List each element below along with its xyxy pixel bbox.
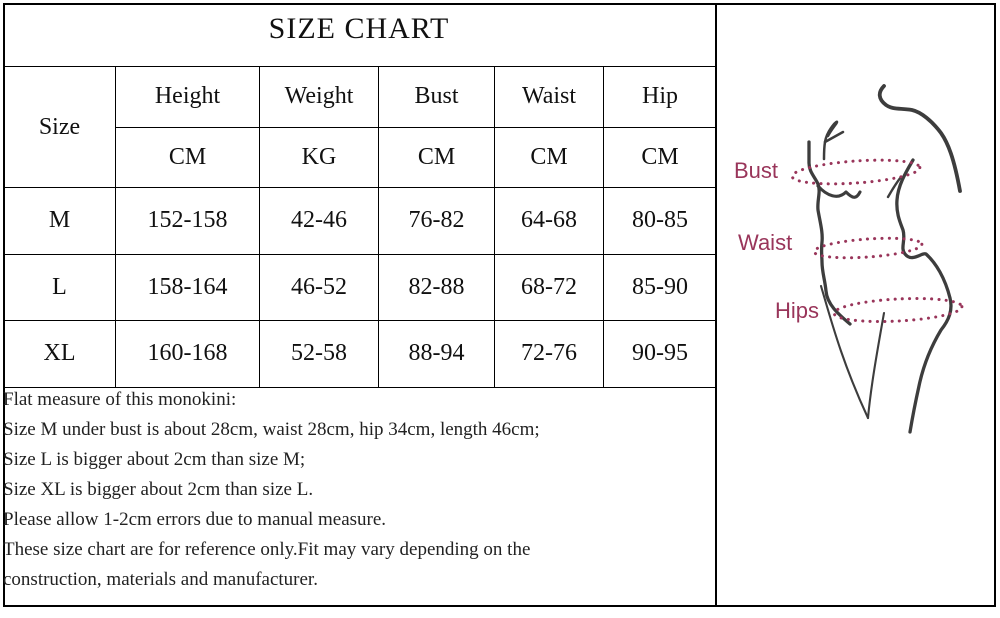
svg-text:Bust: Bust xyxy=(734,158,778,183)
svg-text:Waist: Waist xyxy=(738,230,792,255)
svg-text:Hips: Hips xyxy=(775,298,819,323)
